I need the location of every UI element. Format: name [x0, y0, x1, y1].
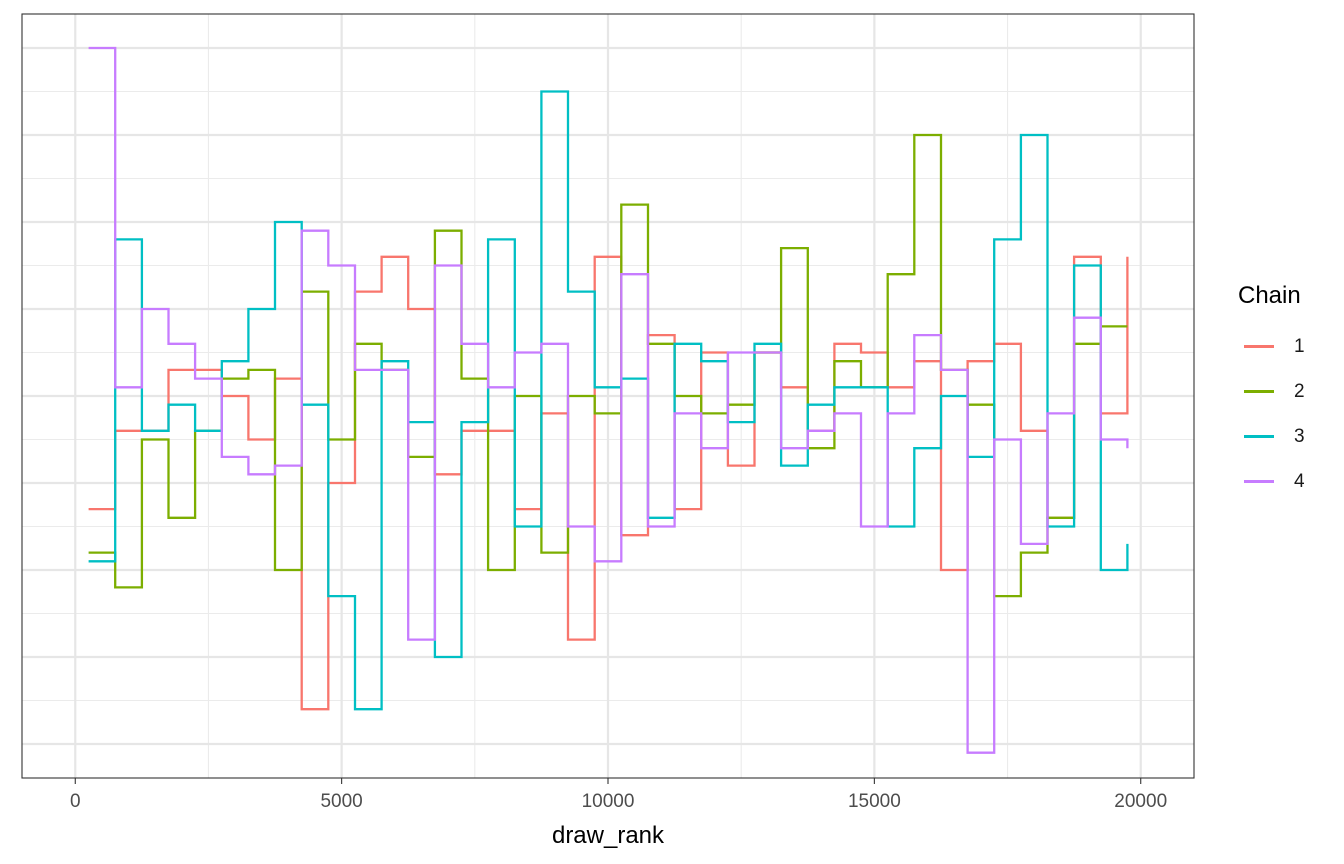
legend-items: 1 2 3 4 [1238, 324, 1305, 504]
legend-swatch [1244, 345, 1274, 348]
legend-label: 4 [1294, 470, 1305, 492]
x-tick-label: 20000 [1114, 791, 1167, 812]
legend-item-chain-1: 1 [1238, 324, 1305, 369]
legend-item-chain-2: 2 [1238, 369, 1305, 414]
series-layer [88, 46, 1129, 754]
legend-swatch [1244, 480, 1274, 483]
legend-label: 1 [1294, 335, 1305, 357]
x-tick-label: 10000 [582, 791, 635, 812]
legend-label: 3 [1294, 425, 1305, 447]
x-tick-label: 0 [70, 791, 81, 812]
legend-title: Chain [1238, 282, 1301, 309]
legend: Chain 1 2 3 4 [1238, 282, 1305, 504]
legend-label: 2 [1294, 380, 1305, 402]
legend-item-chain-3: 3 [1238, 414, 1305, 459]
legend-item-chain-4: 4 [1238, 459, 1305, 504]
x-tick-label: 15000 [848, 791, 901, 812]
series-line-chain-4 [88, 46, 1129, 754]
x-axis: 0 5000 10000 15000 20000 [70, 778, 1167, 812]
legend-swatch [1244, 435, 1274, 438]
grid-major [22, 14, 1194, 778]
x-tick-label: 5000 [320, 791, 362, 812]
legend-swatch [1244, 390, 1274, 393]
x-axis-title: draw_rank [552, 822, 665, 849]
